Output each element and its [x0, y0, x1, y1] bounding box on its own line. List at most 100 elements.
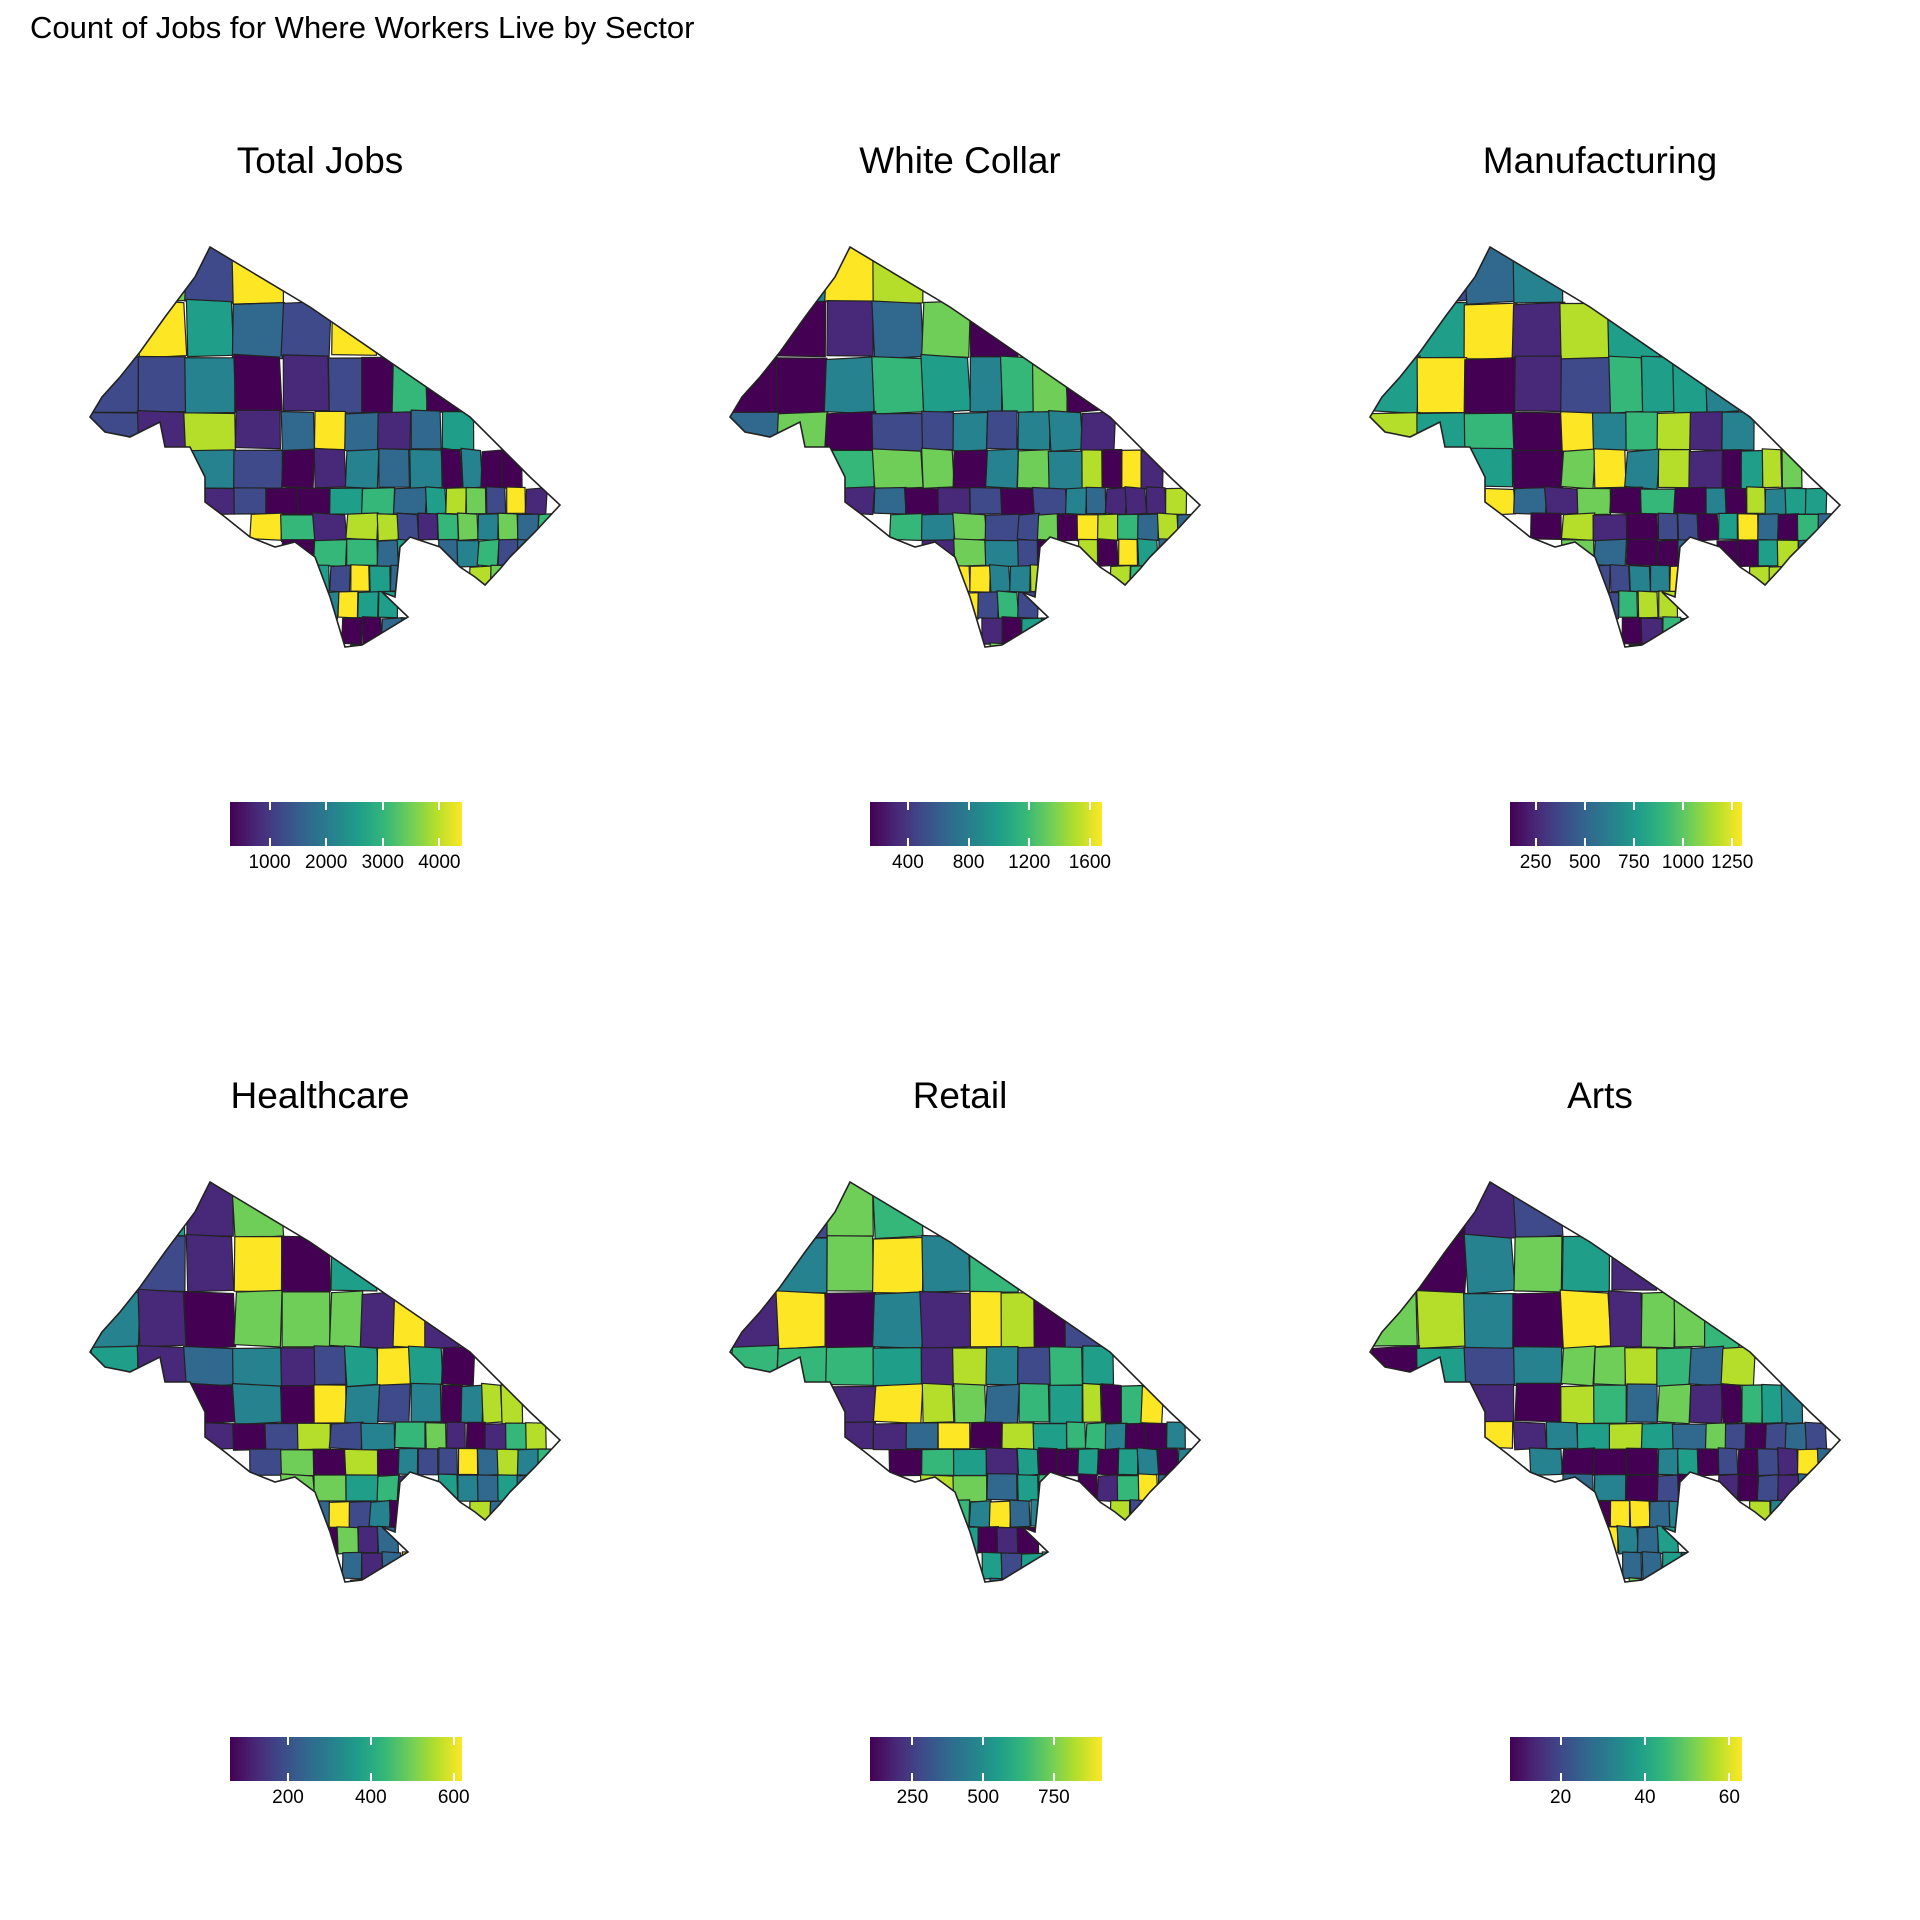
county-outline [88, 245, 562, 648]
legend-tick [1088, 802, 1091, 810]
tract [468, 565, 492, 594]
tract [184, 449, 236, 490]
legend-tick [1052, 1773, 1055, 1781]
tract [525, 1422, 547, 1450]
legend-tick [982, 1773, 985, 1781]
tract [1064, 353, 1100, 414]
tract [903, 487, 940, 517]
tract [456, 539, 480, 568]
tract [477, 513, 500, 541]
tract [1669, 565, 1692, 593]
tract [1117, 1447, 1139, 1476]
county-outline [728, 245, 1202, 648]
tract [920, 447, 955, 490]
legend-tick-label: 1000 [248, 852, 291, 873]
legend-tick [911, 1773, 914, 1781]
tract [1629, 1499, 1651, 1528]
tract [1628, 643, 1652, 647]
tract [1512, 449, 1564, 490]
legend-tick [369, 1737, 372, 1745]
tract [1164, 487, 1188, 516]
legend-tick [438, 838, 441, 846]
tract [424, 486, 447, 516]
legend-tick-label: 4000 [418, 852, 461, 873]
tract [1559, 411, 1596, 453]
tract [1656, 411, 1693, 452]
tract [359, 1291, 398, 1350]
tract [1100, 1383, 1124, 1425]
legend-tick [1559, 1773, 1562, 1781]
tract [1621, 1551, 1643, 1580]
legend-tick [268, 838, 271, 846]
tract [1096, 1447, 1120, 1477]
tract [1104, 1422, 1128, 1451]
color-legend: 250 500 750 [870, 1737, 1102, 1808]
tract-layer [1370, 247, 1839, 647]
tract [871, 355, 925, 415]
tract [1136, 513, 1160, 542]
tract [361, 356, 396, 413]
tract [996, 1526, 1020, 1555]
tract [920, 353, 972, 414]
tract [1688, 1345, 1725, 1387]
legend-tick [1583, 838, 1586, 846]
tract [401, 617, 423, 645]
tract [1649, 564, 1671, 593]
tract [348, 1500, 372, 1529]
tract [1768, 565, 1792, 594]
tract [1140, 1384, 1165, 1425]
tract [138, 1182, 186, 1237]
tract [438, 1447, 459, 1475]
tract [440, 447, 464, 490]
tract [919, 1290, 973, 1350]
tract [1512, 1345, 1563, 1387]
tract [1463, 1346, 1516, 1388]
tract [90, 298, 138, 357]
tract [985, 448, 1020, 489]
tract [231, 1382, 284, 1426]
choropleth-map [88, 245, 562, 648]
tract [1463, 1233, 1516, 1295]
tract [233, 449, 284, 489]
tract [1048, 1346, 1084, 1387]
tract [1796, 513, 1819, 542]
tract [777, 300, 827, 358]
tract [1764, 1422, 1788, 1451]
tract [1618, 590, 1639, 618]
tract [1761, 448, 1783, 489]
tract [336, 1526, 360, 1555]
legend-tick [369, 1773, 372, 1781]
tract [1104, 486, 1128, 516]
tract [1616, 1525, 1640, 1555]
tract [348, 1578, 372, 1582]
county-outline [1368, 245, 1842, 648]
tract [480, 1382, 503, 1425]
tract [1676, 1448, 1699, 1477]
tract [1721, 411, 1755, 451]
tract [328, 1290, 364, 1349]
tract [90, 1234, 138, 1292]
tract [1593, 448, 1627, 489]
tract [1780, 1384, 1804, 1425]
tract [1737, 1473, 1759, 1502]
tract [1628, 564, 1652, 594]
legend-tick [1088, 838, 1091, 846]
tract [777, 247, 827, 303]
tract [952, 1448, 988, 1477]
tract [465, 486, 487, 515]
tract [1625, 1473, 1660, 1502]
legend-tick-label: 500 [967, 1787, 1000, 1808]
tract [1463, 247, 1517, 305]
tract [1636, 1526, 1660, 1555]
tract [1560, 512, 1596, 542]
tract [1576, 487, 1612, 516]
tract [969, 486, 1003, 515]
tract [376, 513, 400, 542]
tract [500, 1384, 524, 1425]
tract [1029, 564, 1051, 593]
panel-white-collar: White Collar 400 800 1200 1600 [640, 0, 1280, 880]
tract [952, 411, 989, 452]
tract [888, 1449, 924, 1477]
legend-tick-label: 60 [1718, 1787, 1740, 1808]
tract [1640, 355, 1675, 414]
